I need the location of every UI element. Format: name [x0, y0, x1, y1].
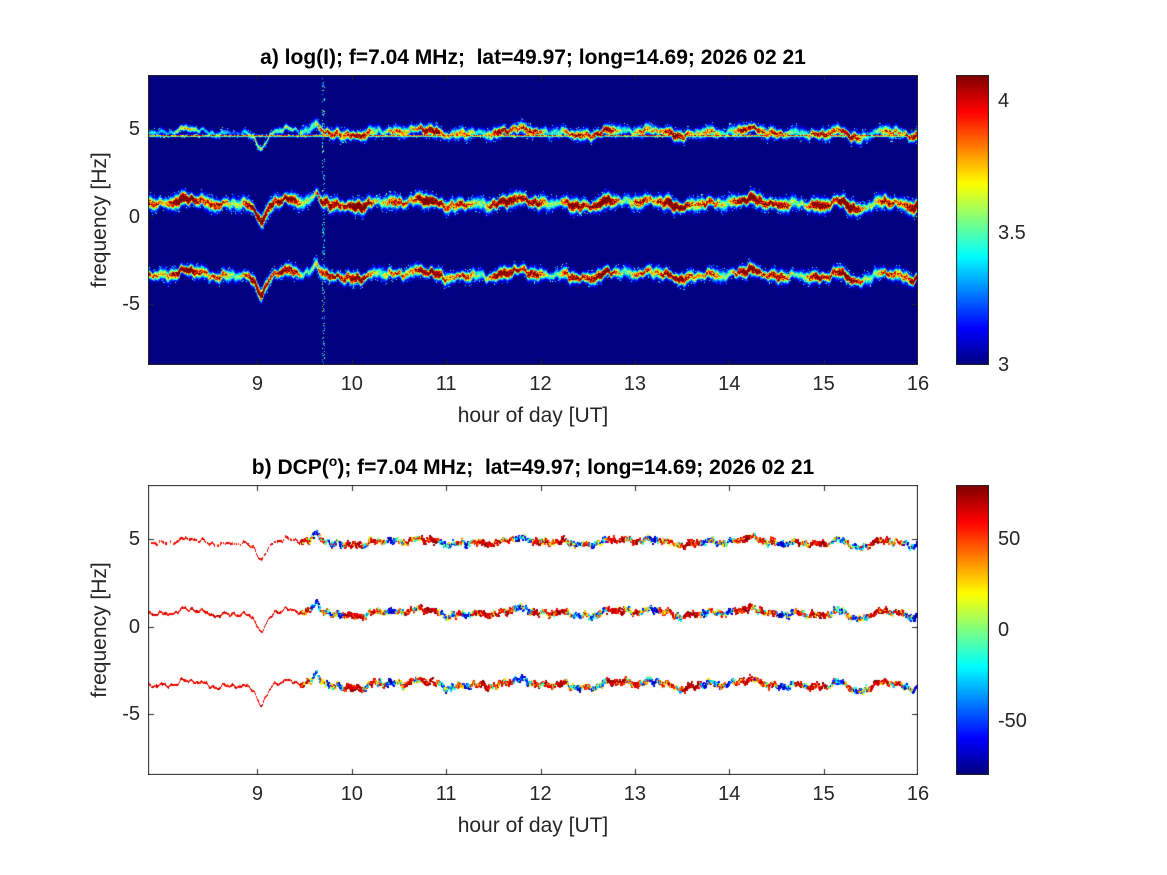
y-tick-label: 5	[128, 528, 140, 551]
x-tick-label: 14	[718, 373, 741, 395]
colorbar-tick-label: 4	[998, 90, 1010, 113]
x-tick-label: 13	[623, 373, 647, 395]
panel-b-title: b) DCP(o); f=7.04 MHz; lat=49.97; long=1…	[148, 448, 918, 481]
x-tick-label: 11	[435, 783, 457, 805]
panel-b-title-suffix: ); f=7.04 MHz; lat=49.97; long=14.69; 20…	[337, 456, 815, 479]
panel-a-colorbar	[956, 75, 989, 365]
colorbar-tick-label: -50	[998, 709, 1027, 732]
y-tick-label: 0	[128, 205, 140, 228]
colorbar-tick-label: 3	[998, 354, 1010, 376]
x-tick-label: 16	[906, 373, 930, 395]
panel-a-title: a) log(I); f=7.04 MHz; lat=49.97; long=1…	[148, 38, 918, 71]
y-tick-label: 0	[128, 615, 140, 638]
colorbar-tick-label: 0	[998, 619, 1010, 641]
panel-a-heatmap-canvas	[148, 75, 918, 365]
panel-a-ylabel: frequency [Hz]	[88, 152, 111, 288]
x-tick-label: 10	[340, 783, 363, 805]
panel-b-ylabel: frequency [Hz]	[88, 562, 111, 698]
x-tick-label: 14	[718, 783, 741, 805]
y-tick-label: 5	[128, 118, 140, 141]
colorbar-tick-label: 50	[998, 528, 1021, 551]
x-tick-label: 13	[623, 783, 647, 805]
x-tick-label: 10	[340, 373, 363, 395]
x-tick-label: 16	[906, 783, 930, 805]
panel-a-title-text: a) log(I); f=7.04 MHz; lat=49.97; long=1…	[260, 46, 806, 69]
y-tick-label: -5	[122, 702, 140, 725]
x-tick-label: 11	[435, 373, 457, 395]
x-tick-label: 15	[812, 373, 835, 395]
panel-a-xlabel: hour of day [UT]	[457, 404, 609, 427]
panel-b-title-text: b) DCP(	[251, 456, 329, 479]
x-tick-label: 15	[812, 783, 835, 805]
panel-b-heatmap-canvas	[148, 485, 918, 775]
colorbar-tick-label: 3.5	[998, 222, 1026, 245]
x-tick-label: 12	[529, 373, 552, 395]
panel-b-title-superscript: o	[328, 453, 338, 469]
panel-b-colorbar	[956, 485, 989, 775]
panel-b-xlabel: hour of day [UT]	[457, 814, 609, 837]
y-tick-label: -5	[122, 292, 140, 315]
x-tick-label: 9	[251, 783, 264, 805]
x-tick-label: 9	[251, 373, 264, 395]
x-tick-label: 12	[529, 783, 552, 805]
